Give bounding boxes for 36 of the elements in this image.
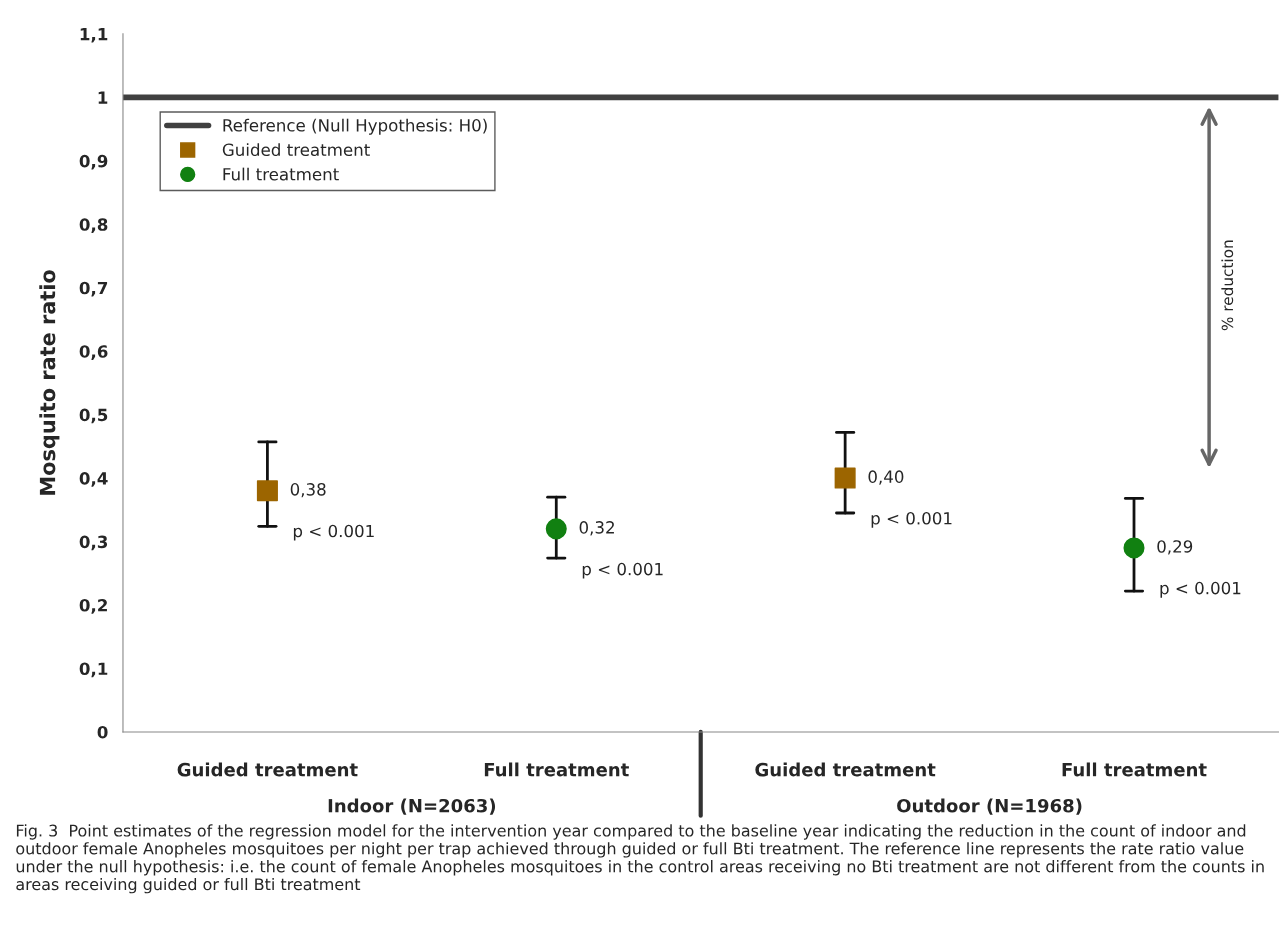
legend-label: Full treatment	[223, 167, 339, 181]
data-label: 0,38	[290, 483, 326, 498]
caption: Fig. 3 Point estimates of the regression model for the intervention year compared to the baseline year indicating the reduction in the count of indoor and outdoor female Anopheles mosquitoes per night per trap achieved through guided or full Bti treatment. The reference line represents the rate ratio value under the null hypothesis: i.e. the count of female Anopheles mosquitoes in the control areas receiving no Bti treatment are not different from the counts in areas receiving guided or full Bti treatment	[16, 824, 1264, 894]
annotation: % reduction	[1221, 240, 1234, 331]
data-label: 0,32	[579, 521, 614, 536]
y-tick-label: 0,9	[79, 154, 108, 170]
x-tick-label: Full treatment	[484, 762, 629, 777]
y-tick-label: 1,1	[80, 28, 108, 43]
text: Indoor (N=2063)	[328, 798, 496, 815]
legend-label: Guided treatment	[222, 143, 370, 157]
data-label: 0,40	[868, 470, 904, 485]
y-tick-label: 0,6	[79, 345, 108, 360]
point	[1123, 537, 1145, 559]
annotation: p < 0.001	[1160, 581, 1241, 598]
x-tick-label: Guided treatment	[177, 762, 358, 777]
legend-label: Reference (Null Hypothesis: H0)	[223, 118, 487, 135]
y-tick-label: 0,4	[79, 472, 108, 487]
data-label: 0,29	[1157, 540, 1193, 555]
x-tick-label: Full treatment	[1062, 762, 1207, 777]
annotation: p < 0.001	[871, 512, 952, 528]
y-tick-label: 1	[98, 91, 108, 104]
point	[834, 467, 856, 489]
text: Outdoor (N=1968)	[897, 798, 1082, 815]
point	[545, 518, 567, 540]
x-tick-label: Guided treatment	[755, 762, 936, 777]
y-tick-label: 0,2	[79, 598, 107, 614]
y-tick-label: 0,5	[79, 408, 108, 424]
y-tick-label: 0,3	[79, 535, 108, 551]
point	[256, 480, 278, 502]
y-tick-label: 0	[97, 725, 108, 739]
y-tick-label: 0,8	[79, 218, 108, 233]
y-tick-label: 0,1	[79, 662, 108, 678]
annotation: p < 0.001	[582, 562, 663, 579]
y-axis-title: Mosquito rate ratio	[39, 270, 60, 495]
y-tick-label: 0,7	[79, 281, 108, 297]
annotation: p < 0.001	[293, 524, 374, 541]
